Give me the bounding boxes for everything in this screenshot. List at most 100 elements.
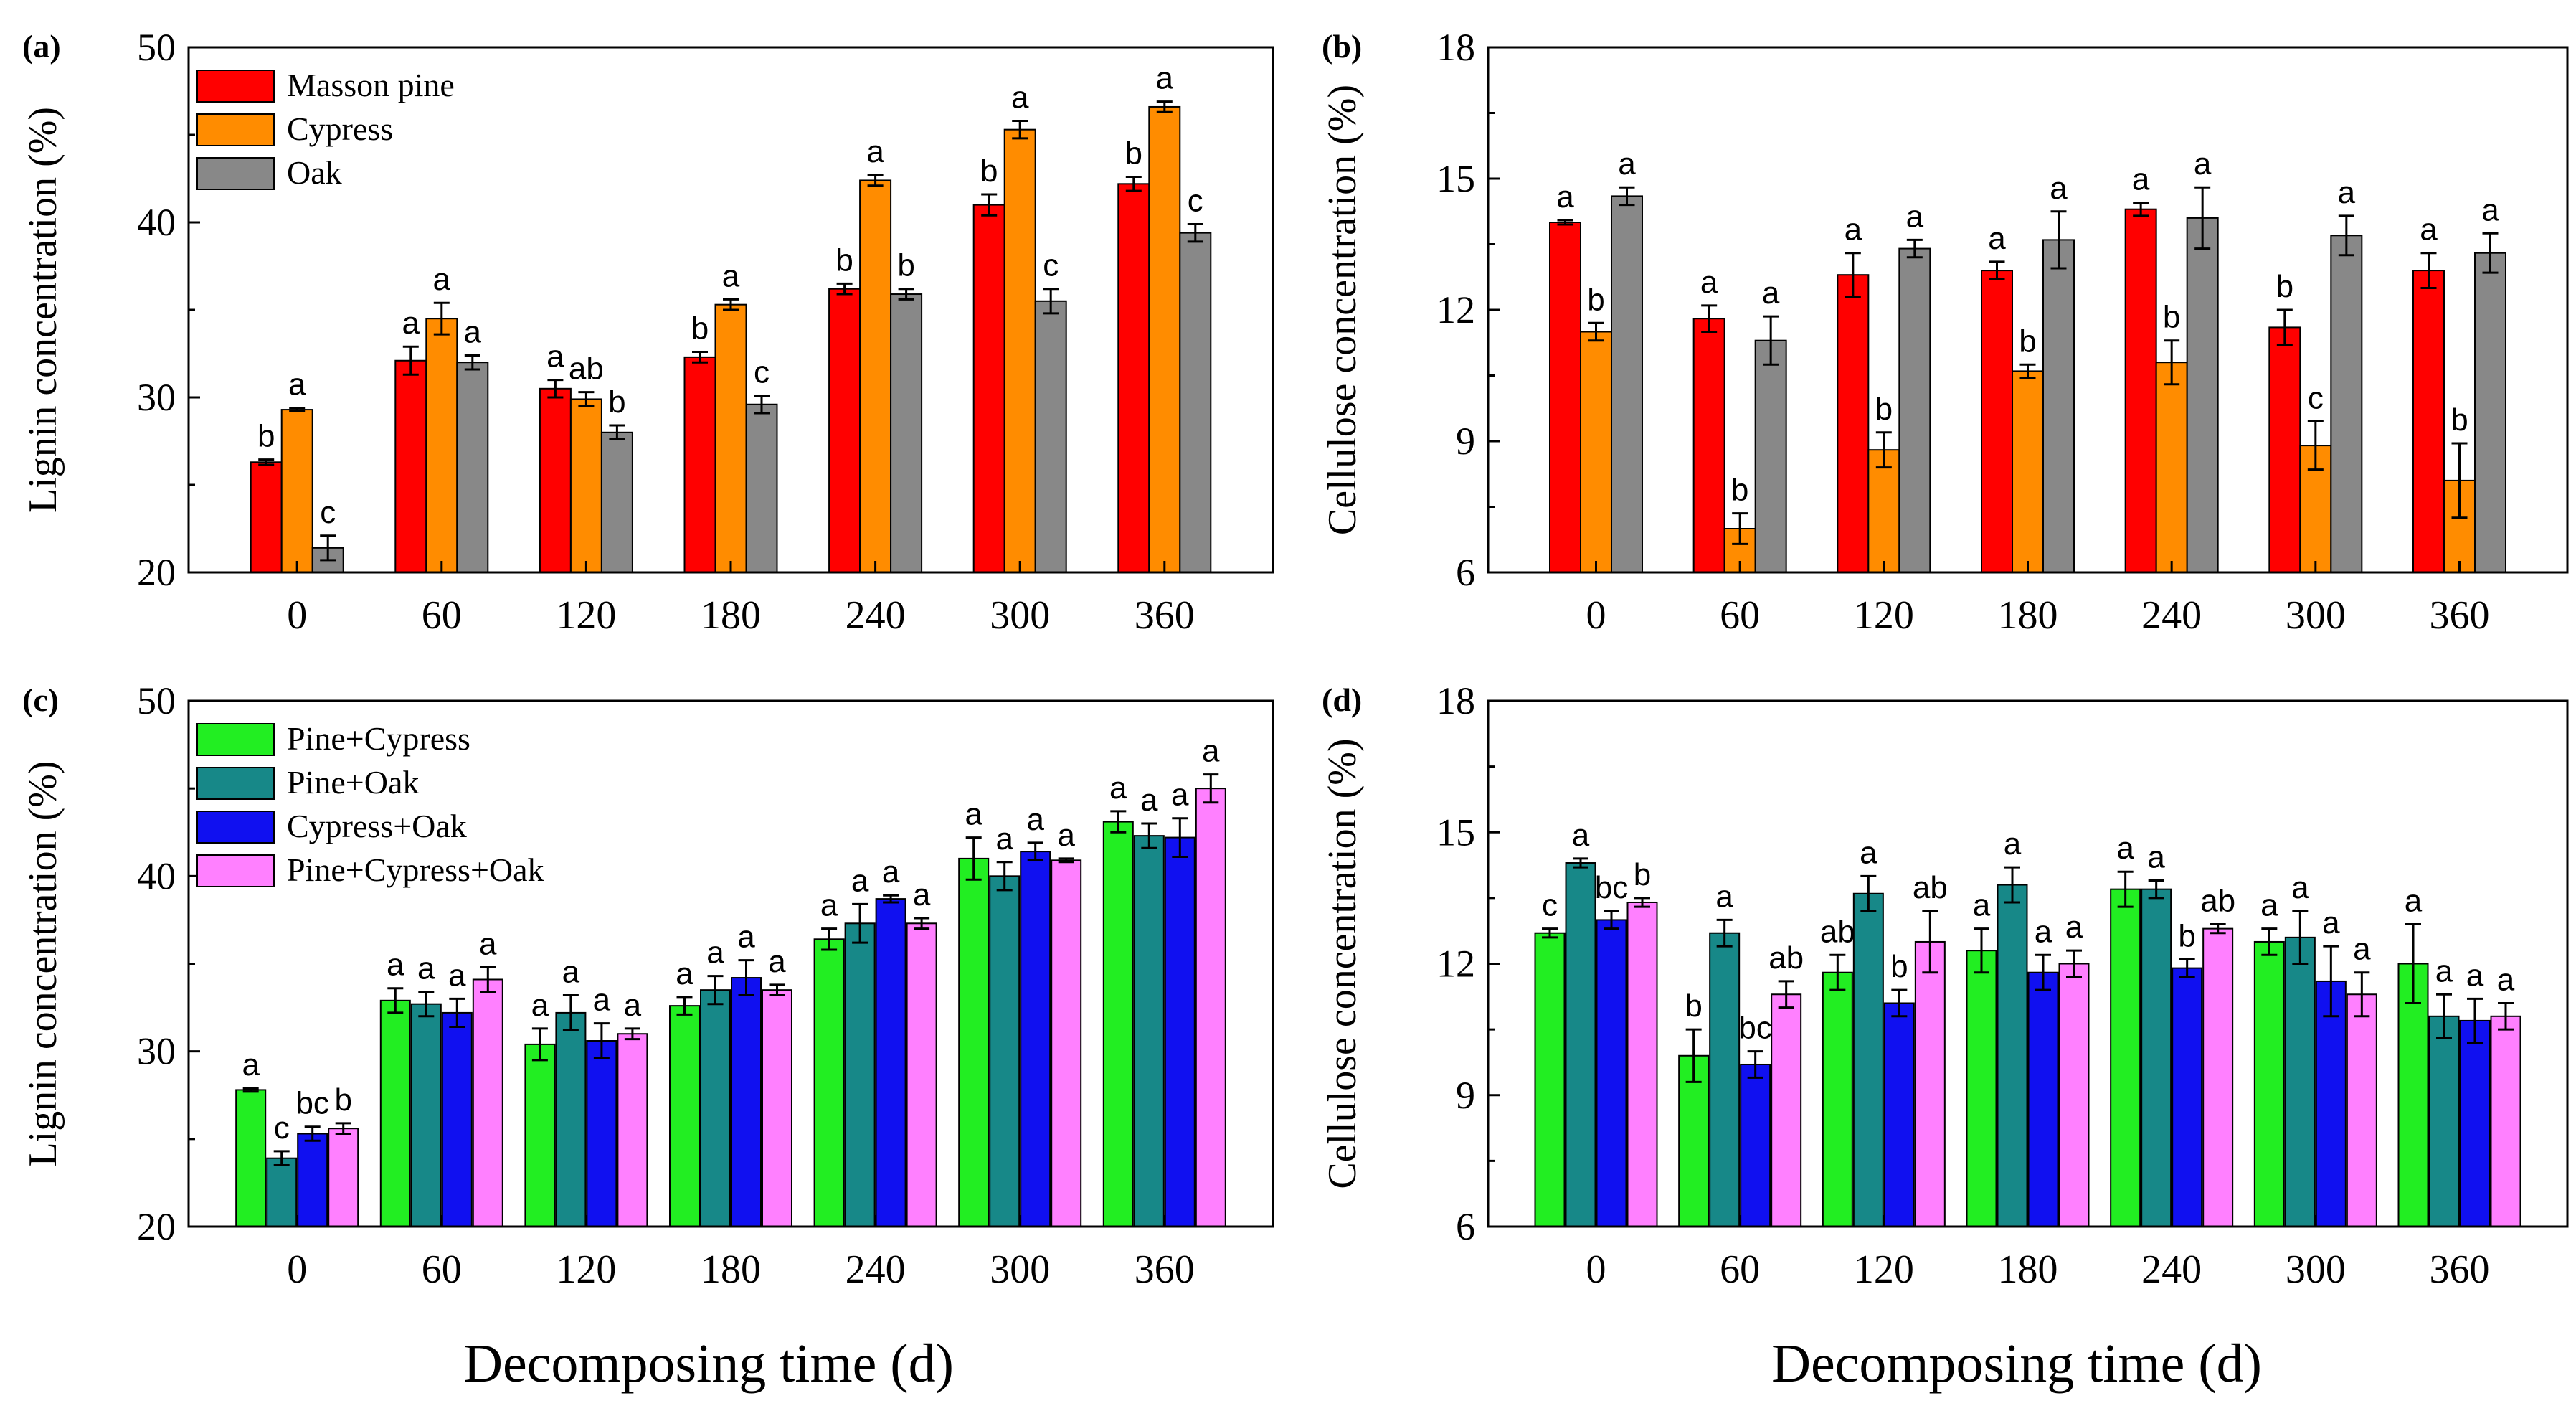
y-axis-label: Lignin concentration (%): [21, 760, 65, 1166]
panel-label: (d): [1322, 681, 1362, 718]
legend-label: Masson pine: [287, 67, 455, 103]
significance-letter: a: [965, 797, 982, 832]
bar-cypress-60: [425, 318, 458, 573]
panel-label: (c): [22, 681, 59, 718]
significance-letter: b: [2276, 269, 2293, 304]
bar-pine-oak-180: [700, 989, 731, 1228]
significance-letter: a: [2322, 905, 2340, 940]
significance-letter: c: [1043, 248, 1059, 283]
bar-cypress-300: [1003, 128, 1036, 573]
significance-letter: b: [2019, 324, 2036, 359]
significance-letter: a: [433, 262, 451, 297]
bar-pine-cypress-oak-0: [328, 1128, 359, 1227]
bar-pine-cypress-60: [379, 999, 411, 1228]
x-tick-label: 60: [422, 593, 462, 638]
significance-letter: a: [1026, 802, 1044, 837]
bar-oak-180: [745, 403, 778, 574]
legend-label: Pine+Oak: [287, 764, 419, 801]
significance-letter: a: [387, 948, 404, 983]
x-tick-label: 300: [2286, 1247, 2346, 1292]
significance-letter: a: [1171, 778, 1189, 813]
y-tick-label: 50: [137, 26, 176, 69]
significance-letter: a: [1156, 61, 1174, 96]
significance-letter: ab: [569, 351, 604, 387]
shared-xlabel-left: Decomposing time (d): [463, 1333, 954, 1394]
bar-oak-0: [1611, 195, 1643, 573]
legend-label: Pine+Cypress+Oak: [287, 851, 544, 888]
significance-letter: b: [980, 154, 998, 189]
bar-pine-oak-0: [266, 1157, 298, 1227]
bar-pine-cypress-oak-240: [906, 922, 937, 1227]
bar-masson-pine-0: [1549, 222, 1581, 573]
significance-letter: c: [754, 355, 770, 390]
bar-cypress-0: [1580, 331, 1612, 573]
bar-pine-oak-60: [410, 1003, 442, 1227]
bar-masson-pine-60: [1692, 318, 1725, 573]
bar-pine-oak-120: [555, 1011, 587, 1227]
bar-cypress-oak-240: [2172, 967, 2203, 1227]
significance-letter: a: [2353, 932, 2371, 967]
bar-oak-120: [1898, 247, 1931, 573]
bar-cypress-oak-0: [1596, 919, 1627, 1227]
bar-pine-oak-300: [989, 875, 1021, 1228]
shared-xlabel-right: Decomposing time (d): [1771, 1333, 2262, 1394]
significance-letter: a: [1109, 770, 1127, 806]
significance-letter: c: [320, 495, 336, 530]
y-tick-label: 12: [1436, 288, 1475, 331]
bar-cypress-oak-180: [2027, 971, 2059, 1227]
significance-letter: a: [448, 958, 466, 993]
significance-letter: a: [2050, 171, 2068, 206]
bar-pine-cypress-oak-120: [617, 1033, 648, 1227]
legend-label: Cypress+Oak: [287, 808, 467, 844]
significance-letter: a: [1700, 265, 1718, 300]
significance-letter: a: [851, 863, 869, 898]
bar-cypress-120: [1867, 449, 1900, 574]
bar-masson-pine-0: [250, 461, 283, 574]
bar-masson-pine-60: [394, 359, 427, 573]
significance-letter: a: [2466, 958, 2484, 993]
significance-letter: a: [1140, 783, 1158, 818]
bar-pine-cypress-oak-180: [2058, 963, 2090, 1227]
significance-letter: b: [1875, 392, 1893, 427]
y-tick-label: 40: [137, 854, 176, 897]
bar-cypress-oak-300: [1020, 851, 1051, 1228]
significance-letter: a: [2481, 192, 2499, 227]
significance-letter: a: [2338, 175, 2356, 210]
bar-oak-300: [2330, 235, 2363, 573]
legend-swatch: [196, 723, 275, 756]
significance-letter: a: [995, 821, 1013, 856]
bar-cypress-oak-60: [1740, 1063, 1771, 1228]
bar-pine-cypress-oak-60: [1771, 993, 1802, 1227]
significance-letter: a: [1556, 179, 1574, 214]
significance-letter: ab: [1820, 914, 1855, 949]
legend-label: Cypress: [287, 110, 393, 147]
bar-masson-pine-300: [2268, 326, 2301, 573]
bar-cypress-oak-180: [731, 977, 762, 1227]
y-tick-label: 9: [1456, 1074, 1475, 1117]
significance-letter: a: [593, 983, 611, 1018]
x-tick-label: 0: [287, 593, 307, 638]
significance-letter: c: [274, 1110, 290, 1146]
bar-cypress-180: [2012, 370, 2044, 574]
bar-cypress-oak-240: [875, 898, 906, 1227]
x-tick-label: 180: [1998, 593, 2058, 638]
significance-letter: bc: [1595, 870, 1628, 905]
significance-letter: b: [334, 1082, 351, 1118]
bar-masson-pine-180: [683, 356, 716, 573]
significance-letter: c: [1188, 183, 1203, 218]
significance-letter: a: [1860, 835, 1877, 870]
significance-letter: a: [1906, 199, 1924, 234]
bar-pine-cypress-0: [1534, 932, 1566, 1228]
significance-letter: b: [691, 311, 709, 346]
y-tick-label: 50: [137, 679, 176, 722]
bar-pine-cypress-180: [669, 1005, 700, 1227]
significance-letter: a: [2497, 962, 2515, 997]
significance-letter: bc: [295, 1086, 328, 1121]
bar-cypress-oak-360: [1164, 836, 1195, 1227]
significance-letter: a: [882, 854, 900, 889]
significance-letter: b: [1634, 857, 1651, 892]
legend-swatch: [196, 70, 275, 103]
bar-pine-oak-60: [1709, 932, 1741, 1228]
